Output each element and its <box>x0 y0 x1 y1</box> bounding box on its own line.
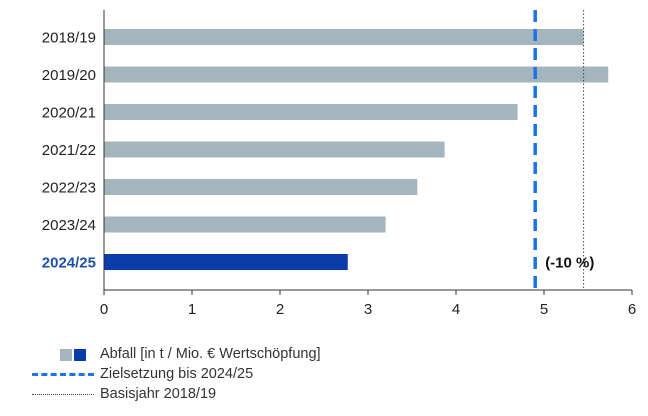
x-tick-label: 5 <box>540 301 548 318</box>
x-axis-ticks: 0 1 2 3 4 5 6 <box>100 290 636 318</box>
x-tick-label: 0 <box>100 301 108 318</box>
bar-chart: 2018/19 2019/20 2020/21 2021/22 2022/23 2023/… <box>42 10 636 318</box>
category-label: 2022/23 <box>42 180 96 197</box>
bar-2021/22 <box>104 141 445 158</box>
category-label: 2019/20 <box>42 67 96 84</box>
bars <box>104 29 609 270</box>
x-tick-label: 6 <box>628 301 636 318</box>
bar-2019/20 <box>104 66 609 83</box>
category-label: 2018/19 <box>42 30 96 47</box>
category-label: 2020/21 <box>42 105 96 122</box>
legend-item-baseline: Basisjahr 2018/19 <box>32 384 321 404</box>
x-tick-label: 4 <box>452 301 460 318</box>
x-tick-label: 3 <box>364 301 372 318</box>
bar-2020/21 <box>104 104 518 120</box>
category-label: 2024/25 <box>42 255 96 272</box>
category-label: 2023/24 <box>42 217 96 234</box>
x-tick-label: 2 <box>276 301 284 318</box>
reduction-annotation: (-10 %) <box>545 255 594 272</box>
legend-label-bars: Abfall [in t / Mio. € Wertschöpfung] <box>100 346 321 362</box>
legend-item-bars: Abfall [in t / Mio. € Wertschöpfung] <box>32 344 321 364</box>
legend: Abfall [in t / Mio. € Wertschöpfung] Zie… <box>32 344 321 404</box>
bar-2018/19 <box>104 29 584 45</box>
bar-2024/25 <box>104 254 348 270</box>
legend-item-target: Zielsetzung bis 2024/25 <box>32 364 321 384</box>
bar-2022/23 <box>104 179 418 195</box>
bar-swatch-icon <box>32 346 94 362</box>
category-label: 2021/22 <box>42 142 96 159</box>
x-tick-label: 1 <box>188 301 196 318</box>
bar-2023/24 <box>104 216 386 233</box>
dotted-line-swatch-icon <box>32 386 94 402</box>
dashed-line-swatch-icon <box>32 366 94 382</box>
legend-label-target: Zielsetzung bis 2024/25 <box>100 366 254 382</box>
legend-label-baseline: Basisjahr 2018/19 <box>100 386 217 402</box>
category-labels: 2018/19 2019/20 2020/21 2021/22 2022/23 2023/… <box>42 30 96 272</box>
